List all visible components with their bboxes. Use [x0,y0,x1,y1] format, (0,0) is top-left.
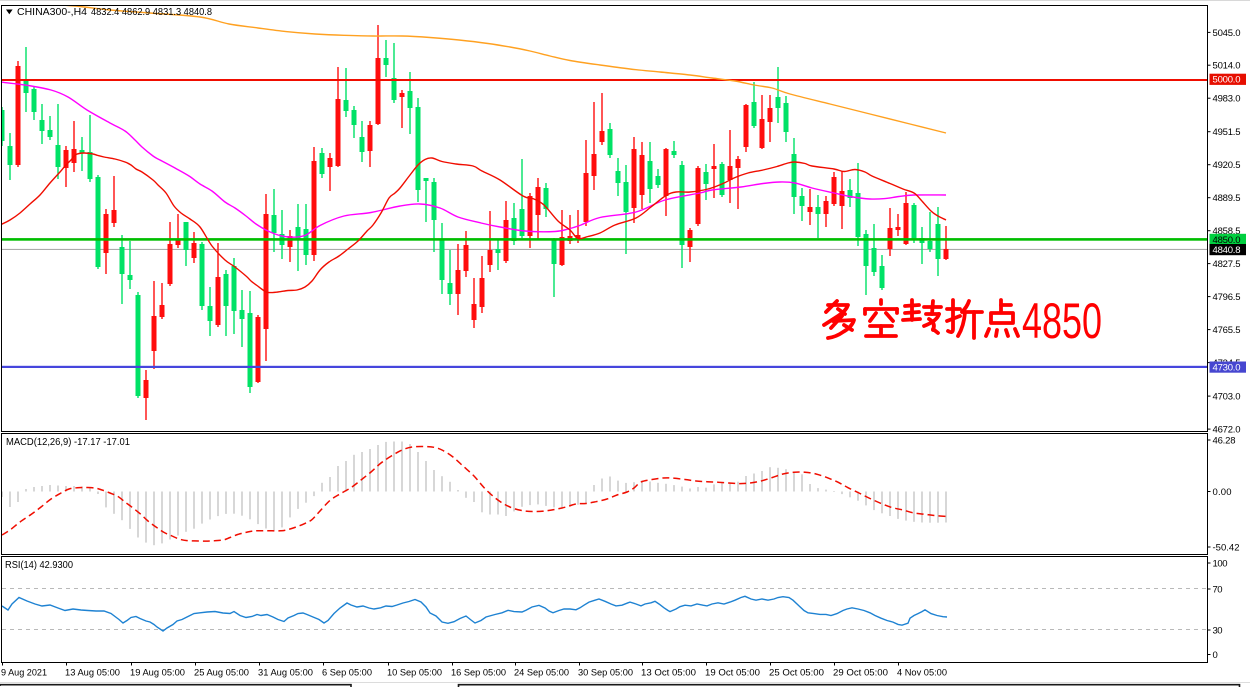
svg-text:4765.5: 4765.5 [1213,325,1241,336]
svg-text:0.00: 0.00 [1213,487,1232,498]
svg-text:4832.4 4862.9 4831.3 4840.8: 4832.4 4862.9 4831.3 4840.8 [91,6,212,18]
svg-text:-50.42: -50.42 [1213,542,1240,553]
svg-text:4840.8: 4840.8 [1213,245,1241,256]
svg-text:5045.0: 5045.0 [1213,28,1241,39]
svg-text:4 Nov 05:00: 4 Nov 05:00 [897,668,947,679]
svg-text:5014.0: 5014.0 [1213,61,1241,72]
svg-text:6 Sep 05:00: 6 Sep 05:00 [322,668,372,679]
svg-text:30: 30 [1213,625,1223,636]
svg-text:10 Sep 05:00: 10 Sep 05:00 [387,668,442,679]
svg-text:4703.0: 4703.0 [1213,392,1241,403]
svg-text:16 Sep 05:00: 16 Sep 05:00 [451,668,506,679]
svg-text:70: 70 [1213,584,1223,595]
svg-text:25 Aug 05:00: 25 Aug 05:00 [194,668,249,679]
svg-text:13 Oct 05:00: 13 Oct 05:00 [641,668,696,679]
svg-text:24 Sep 05:00: 24 Sep 05:00 [514,668,569,679]
svg-text:30 Sep 05:00: 30 Sep 05:00 [578,668,633,679]
svg-text:4850.0: 4850.0 [1213,235,1241,246]
svg-text:4889.5: 4889.5 [1213,193,1241,204]
svg-text:4796.5: 4796.5 [1213,292,1241,303]
svg-text:MACD(12,26,9) -17.17 -17.01: MACD(12,26,9) -17.17 -17.01 [6,437,130,448]
svg-text:46.28: 46.28 [1213,435,1236,446]
svg-text:19 Oct 05:00: 19 Oct 05:00 [705,668,760,679]
svg-text:4951.5: 4951.5 [1213,127,1241,138]
svg-text:4730.0: 4730.0 [1213,363,1241,374]
svg-text:RSI(14) 42.9300: RSI(14) 42.9300 [5,560,73,571]
svg-text:5000.0: 5000.0 [1213,75,1241,86]
svg-text:4920.5: 4920.5 [1213,160,1241,171]
svg-text:9 Aug 2021: 9 Aug 2021 [1,668,47,679]
svg-text:CHINA300-,H4: CHINA300-,H4 [17,6,87,18]
svg-text:4672.0: 4672.0 [1213,425,1241,436]
svg-text:4850: 4850 [1022,293,1102,349]
svg-text:4983.0: 4983.0 [1213,94,1241,105]
svg-text:25 Oct 05:00: 25 Oct 05:00 [769,668,824,679]
svg-text:4858.5: 4858.5 [1213,226,1241,237]
svg-text:29 Oct 05:00: 29 Oct 05:00 [833,668,888,679]
svg-text:0: 0 [1213,650,1218,661]
svg-text:19 Aug 05:00: 19 Aug 05:00 [130,668,185,679]
svg-text:100: 100 [1213,558,1228,569]
svg-text:4827.5: 4827.5 [1213,259,1241,270]
svg-text:13 Aug 05:00: 13 Aug 05:00 [65,668,120,679]
svg-text:31 Aug 05:00: 31 Aug 05:00 [258,668,313,679]
